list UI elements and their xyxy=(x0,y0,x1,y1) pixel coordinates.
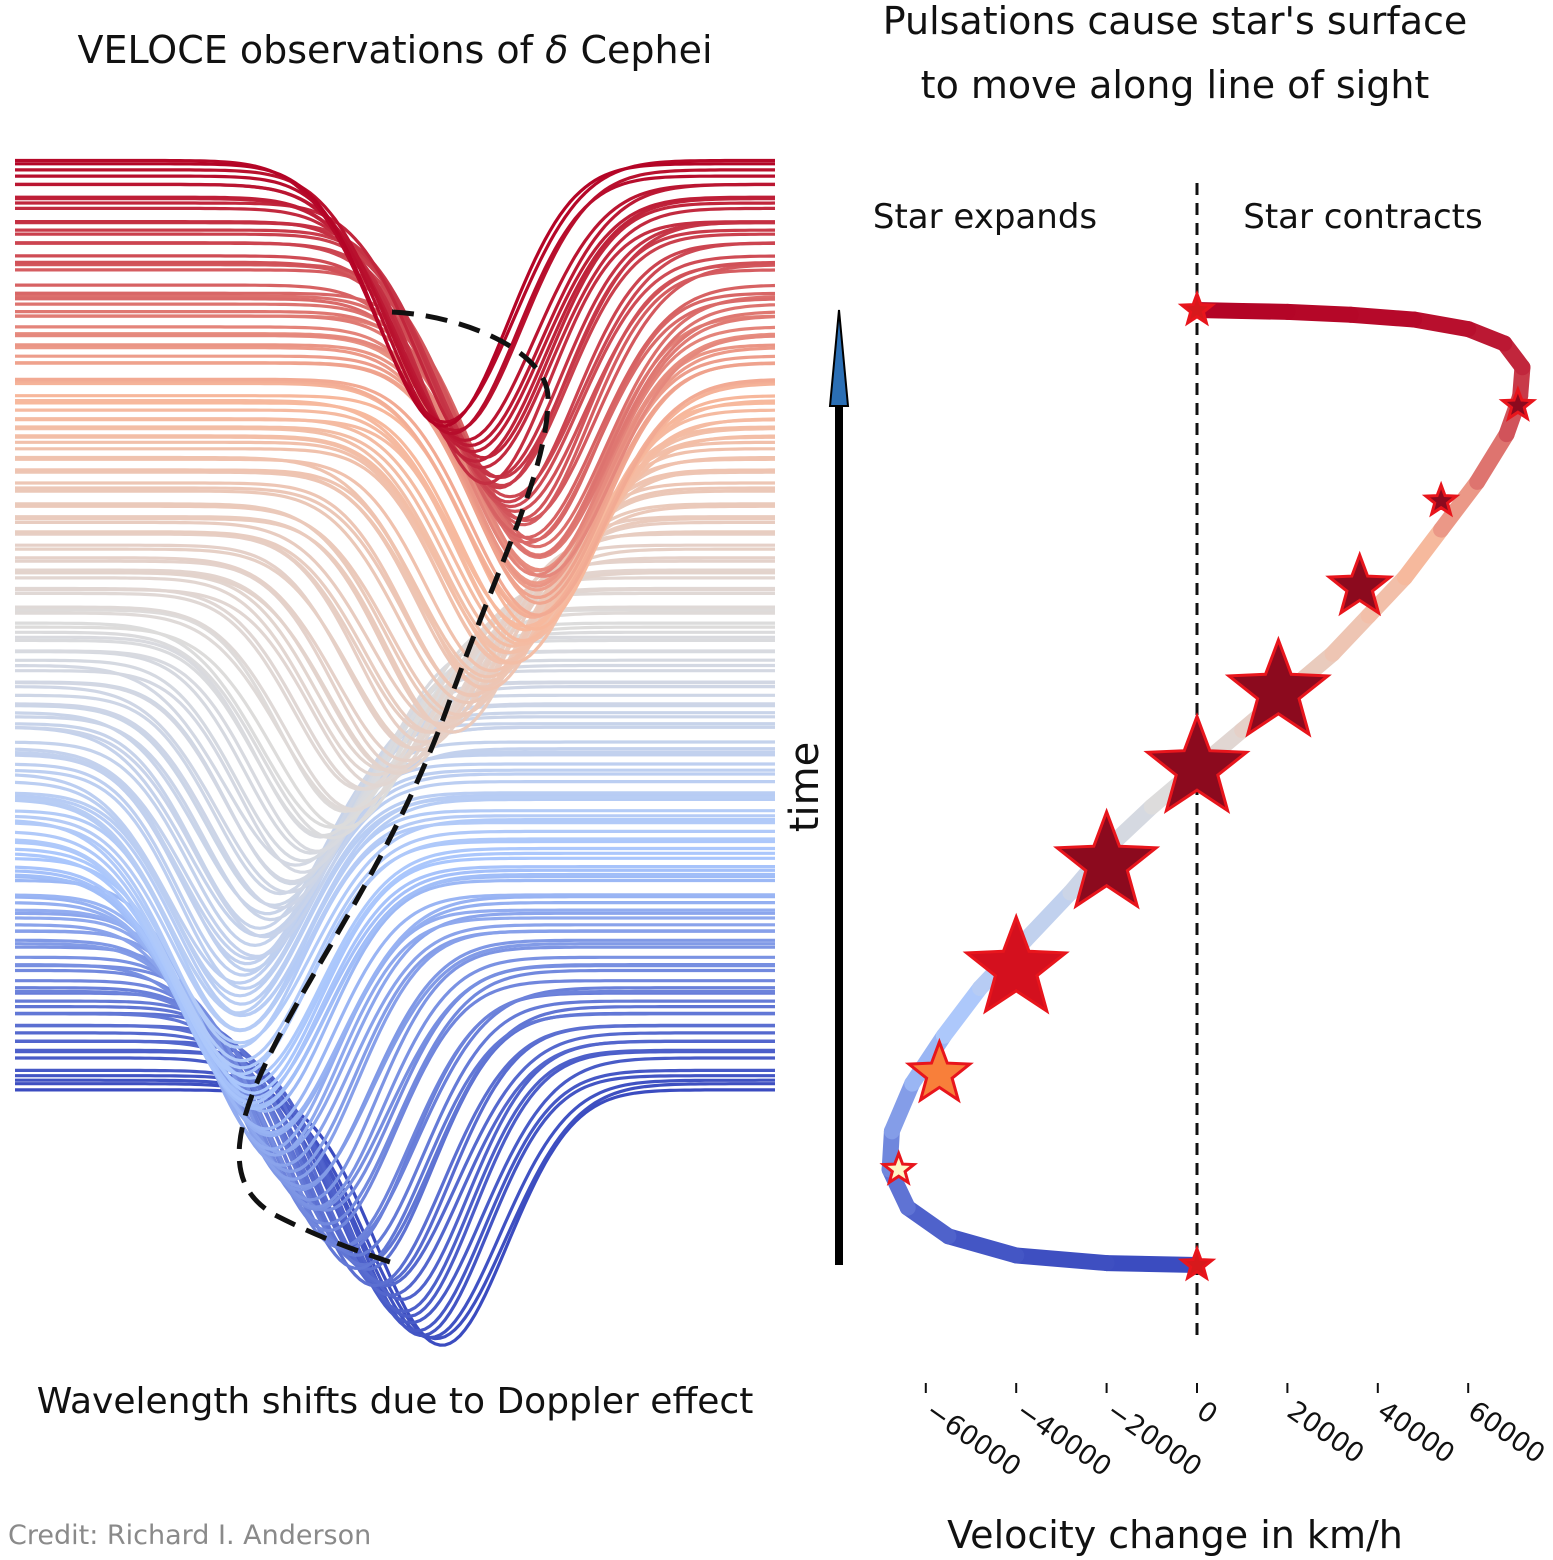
x-tick-label: 0 xyxy=(1191,1395,1223,1430)
velocity-curve-segment xyxy=(899,1199,957,1245)
star-marker-5 xyxy=(1143,712,1251,814)
right-panel-title-line2: to move along line of sight xyxy=(921,63,1430,107)
right-panel-xlabel: Velocity change in km/h xyxy=(947,1513,1403,1557)
star-marker-2 xyxy=(904,1037,974,1104)
time-label: time xyxy=(782,742,828,832)
x-tick-label: 40000 xyxy=(1372,1395,1460,1470)
pulsation-star-markers xyxy=(879,289,1538,1282)
x-tick-label: 60000 xyxy=(1462,1395,1550,1470)
velocity-curve-segment xyxy=(935,980,989,1044)
x-tick-label: −20000 xyxy=(1101,1395,1208,1483)
credit: Credit: Richard I. Anderson xyxy=(8,1520,371,1551)
velocity-curve-segment xyxy=(1433,473,1486,538)
x-tick-label: −60000 xyxy=(920,1395,1027,1483)
star-marker-10 xyxy=(1177,289,1217,327)
velocity-curve-segment xyxy=(1405,311,1477,338)
velocity-curve-segment xyxy=(1098,1255,1205,1273)
star-marker-1 xyxy=(879,1149,918,1186)
label-star-contracts: Star contracts xyxy=(1243,197,1482,237)
star-marker-0 xyxy=(1177,1244,1217,1282)
x-tick-label: −40000 xyxy=(1010,1395,1117,1483)
velocity-curve-segment xyxy=(1342,306,1422,328)
time-arrow-head xyxy=(828,309,850,407)
velocity-curve-segment xyxy=(1017,884,1079,949)
label-star-expands: Star expands xyxy=(873,197,1097,237)
velocity-curve-segment xyxy=(1469,426,1515,490)
star-marker-4 xyxy=(1053,807,1161,910)
velocity-curve-segment xyxy=(1279,303,1359,323)
star-marker-6 xyxy=(1224,635,1332,738)
spectral-line-profiles xyxy=(15,158,775,1347)
left-panel-title: VELOCE observations of δ Cephei xyxy=(77,28,712,72)
velocity-curve-segment xyxy=(940,1228,1025,1264)
star-marker-8 xyxy=(1421,480,1461,518)
x-tick-label: 20000 xyxy=(1281,1395,1369,1470)
star-marker-7 xyxy=(1325,550,1395,617)
star-marker-3 xyxy=(962,912,1070,1015)
left-panel-xlabel: Wavelength shifts due to Doppler effect xyxy=(37,1381,754,1422)
velocity-curve-segment xyxy=(883,1075,921,1140)
velocity-curve-segment xyxy=(1324,607,1377,662)
star-marker-9 xyxy=(1498,385,1538,422)
velocity-curve-segment xyxy=(1396,521,1450,586)
velocity-trace-dashed xyxy=(236,309,551,1265)
right-panel-title-line1: Pulsations cause star's surface xyxy=(883,0,1468,43)
velocity-curve-segment xyxy=(1008,1247,1115,1272)
